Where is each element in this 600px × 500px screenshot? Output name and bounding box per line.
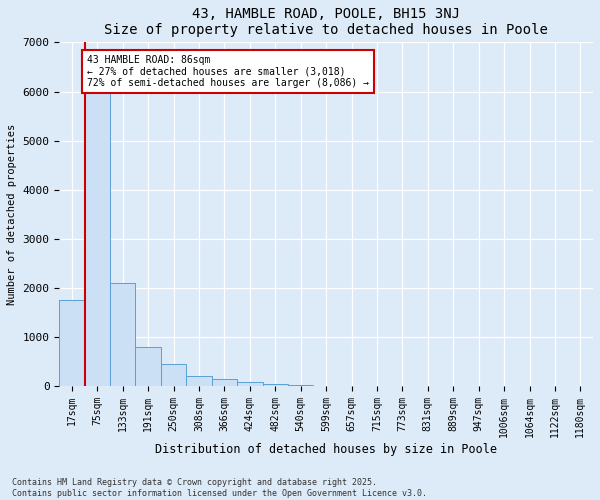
Text: Contains HM Land Registry data © Crown copyright and database right 2025.
Contai: Contains HM Land Registry data © Crown c…: [12, 478, 427, 498]
Bar: [136, 347, 161, 386]
Bar: [161, 364, 187, 386]
Bar: [59, 300, 85, 386]
Title: 43, HAMBLE ROAD, POOLE, BH15 3NJ
Size of property relative to detached houses in: 43, HAMBLE ROAD, POOLE, BH15 3NJ Size of…: [104, 7, 548, 37]
Bar: [187, 376, 212, 386]
Bar: [110, 283, 136, 386]
Y-axis label: Number of detached properties: Number of detached properties: [7, 124, 17, 305]
Bar: [85, 86, 110, 386]
Bar: [237, 382, 263, 386]
X-axis label: Distribution of detached houses by size in Poole: Distribution of detached houses by size …: [155, 442, 497, 456]
Bar: [212, 379, 237, 386]
Text: 43 HAMBLE ROAD: 86sqm
← 27% of detached houses are smaller (3,018)
72% of semi-d: 43 HAMBLE ROAD: 86sqm ← 27% of detached …: [87, 55, 369, 88]
Bar: [263, 384, 288, 386]
Bar: [288, 384, 313, 386]
